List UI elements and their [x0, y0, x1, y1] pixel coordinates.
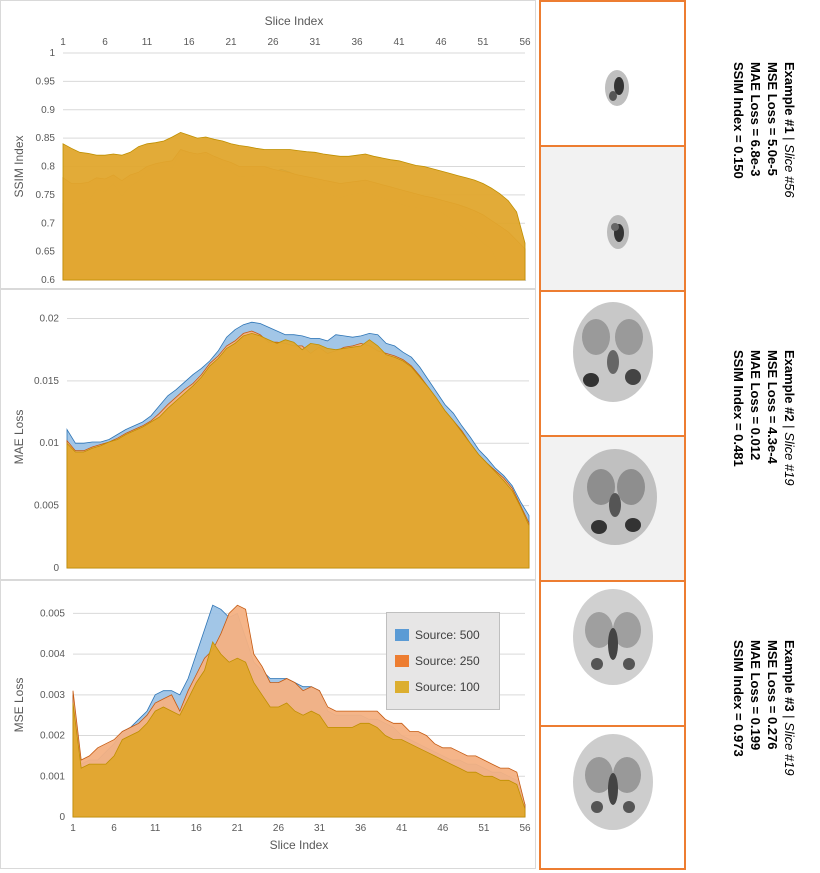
x-tick-label: 41	[393, 37, 405, 48]
y-tick-label: 0.004	[40, 649, 65, 660]
mae-chart-panel: 0 0.005 0.01 0.015 0.02 MAE Loss	[0, 289, 536, 580]
y-tick-label: 0.7	[41, 218, 55, 229]
y-tick-label: 0.6	[41, 275, 55, 286]
x-tick-label: 26	[273, 823, 285, 834]
x-tick-label: 16	[191, 823, 203, 834]
example-mae: MAE Loss = 0.012	[748, 350, 763, 461]
y-tick-label: 0.85	[36, 133, 56, 144]
y-tick-label: 0	[59, 812, 65, 823]
x-tick-label: 21	[225, 37, 237, 48]
example-mse: MSE Loss = 4.3e-4	[765, 350, 780, 464]
example-ssim: SSIM Index = 0.973	[731, 640, 746, 757]
y-tick-label: 1	[49, 48, 55, 59]
y-tick-label: 0.02	[40, 313, 60, 324]
legend-label: Source: 100	[415, 680, 480, 694]
y-tick-label: 0	[53, 563, 59, 574]
brain-scan-image	[605, 70, 629, 106]
x-tick-label: 6	[111, 823, 117, 834]
example-ssim: SSIM Index = 0.481	[731, 350, 746, 467]
example-3-caption: Example #3 | Slice #19 MSE Loss = 0.276 …	[730, 640, 798, 820]
y-tick-label: 0.001	[40, 771, 65, 782]
brain-scan-image	[573, 589, 653, 685]
brain-scan-image	[573, 449, 657, 545]
example-1-scan-b	[539, 145, 686, 292]
legend-item-source-100: Source: 100	[395, 679, 480, 695]
example-2-scan-a	[539, 290, 686, 437]
legend-item-source-500: Source: 500	[395, 627, 480, 643]
example-slice: Slice #19	[782, 432, 797, 486]
example-slice: Slice #56	[782, 144, 797, 198]
example-3-scan-b	[539, 725, 686, 870]
example-title: Example #1	[782, 62, 797, 134]
series-area-source100	[72, 640, 526, 818]
y-tick-label: 0.9	[41, 105, 55, 116]
y-tick-label: 0.005	[40, 608, 65, 619]
x-tick-label: 16	[183, 37, 195, 48]
mae-chart: 0 0.005 0.01 0.015 0.02 MAE Loss	[12, 313, 530, 574]
y-tick-label: 0.8	[41, 162, 55, 173]
example-3-scan-a	[539, 580, 686, 727]
x-tick-label: 31	[309, 37, 321, 48]
y-tick-label: 0.002	[40, 731, 65, 742]
x-tick-label: 56	[519, 823, 531, 834]
x-tick-label: 56	[519, 37, 531, 48]
brain-scan-image	[607, 215, 629, 249]
y-tick-label: 0.65	[36, 247, 56, 258]
x-tick-label: 41	[396, 823, 408, 834]
x-tick-label: 36	[355, 823, 367, 834]
legend-item-source-250: Source: 250	[395, 653, 480, 669]
x-tick-label: 11	[142, 37, 153, 48]
x-tick-label: 1	[60, 37, 66, 48]
example-1-scan-a	[539, 0, 686, 147]
y-tick-label: 0.01	[40, 438, 60, 449]
y-tick-label: 0.005	[34, 501, 59, 512]
example-1-caption: Example #1 | Slice #56 MSE Loss = 5.0e-5…	[730, 62, 798, 242]
x-tick-label: 6	[102, 37, 108, 48]
x-tick-label: 51	[477, 37, 489, 48]
example-mse: MSE Loss = 0.276	[765, 640, 780, 750]
x-tick-label: 46	[437, 823, 449, 834]
legend-label: Source: 250	[415, 654, 480, 668]
scan-thumbnail-column	[539, 0, 686, 870]
x-tick-label: 21	[232, 823, 244, 834]
x-tick-label: 1	[70, 823, 76, 834]
example-title: Example #2	[782, 350, 797, 422]
x-tick-label: 11	[150, 823, 161, 834]
example-slice: Slice #19	[782, 722, 797, 776]
y-axis-label: MAE Loss	[12, 410, 26, 465]
x-tick-label: 36	[351, 37, 363, 48]
y-tick-label: 0.003	[40, 690, 65, 701]
y-tick-label: 0.75	[36, 190, 56, 201]
x-tick-label: 31	[314, 823, 326, 834]
example-mse: MSE Loss = 5.0e-5	[765, 62, 780, 176]
example-title: Example #3	[782, 640, 797, 712]
y-axis-label: MSE Loss	[12, 678, 26, 733]
series-area-source100	[66, 332, 530, 569]
example-mae: MAE Loss = 0.199	[748, 640, 763, 751]
x-axis-label: Slice Index	[270, 838, 329, 852]
series-area-source100	[62, 131, 526, 281]
y-tick-label: 0.015	[34, 376, 59, 387]
example-mae: MAE Loss = 6.8e-3	[748, 62, 763, 177]
y-axis-label: SSIM Index	[12, 135, 26, 197]
x-tick-label: 46	[435, 37, 447, 48]
chart-legend: Source: 500 Source: 250 Source: 100	[386, 612, 500, 710]
example-2-scan-b	[539, 435, 686, 582]
mse-chart-panel: 0 0.001 0.002 0.003 0.004 0.005 1 6 11 16 21 26 31 36…	[0, 580, 536, 869]
example-2-caption: Example #2 | Slice #19 MSE Loss = 4.3e-4…	[730, 350, 798, 530]
brain-scan-image	[573, 734, 653, 830]
x-tick-label: 51	[478, 823, 490, 834]
legend-swatch	[395, 681, 409, 693]
legend-swatch	[395, 655, 409, 667]
ssim-chart-panel: 0.6 0.65 0.7 0.75 0.8 0.85 0.9 0.95 1 1 6 11 16 21 26 3…	[0, 0, 536, 289]
x-tick-label: 26	[267, 37, 279, 48]
brain-scan-image	[573, 302, 653, 402]
x-axis-label-top: Slice Index	[265, 14, 324, 28]
legend-swatch	[395, 629, 409, 641]
example-ssim: SSIM Index = 0.150	[731, 62, 746, 179]
y-tick-label: 0.95	[36, 76, 56, 87]
legend-label: Source: 500	[415, 628, 480, 642]
